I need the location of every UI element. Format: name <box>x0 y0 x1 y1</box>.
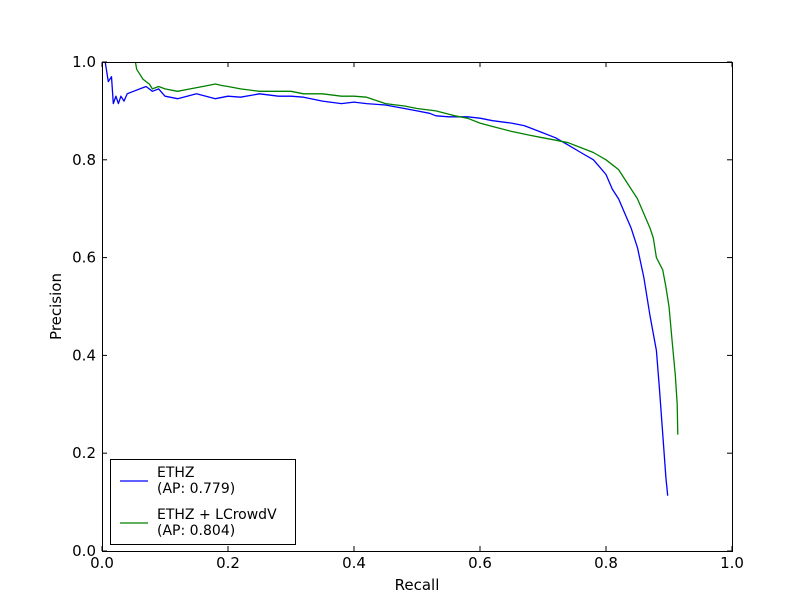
x-tick-label: 0.8 <box>594 554 618 572</box>
legend-box <box>110 459 296 545</box>
y-axis-label: Precision <box>47 273 65 340</box>
x-tick-label: 0.4 <box>342 554 366 572</box>
y-tick-label: 0.4 <box>72 346 96 364</box>
x-tick-label: 0.6 <box>468 554 492 572</box>
legend-label: ETHZ <box>157 465 195 481</box>
legend: ETHZ(AP: 0.779) ETHZ + LCrowdV(AP: 0.804) <box>110 459 296 545</box>
series-line-2 <box>134 61 679 435</box>
series-layer <box>104 61 679 496</box>
legend-label: (AP: 0.779) <box>157 481 235 497</box>
y-tick-label: 0.8 <box>72 151 96 169</box>
x-tick-label: 0.2 <box>216 554 240 572</box>
y-tick-label: 0.6 <box>72 249 96 267</box>
series-line-1 <box>104 61 669 496</box>
x-axis-label: Recall <box>395 576 440 594</box>
y-tick-label: 0.0 <box>72 542 96 560</box>
y-tick-label: 1.0 <box>72 53 96 71</box>
legend-label: ETHZ + LCrowdV <box>157 507 277 523</box>
plot-frame <box>102 62 733 552</box>
x-tick-label: 1.0 <box>720 554 744 572</box>
y-tick-label: 0.2 <box>72 444 96 462</box>
x-tick-label: 0.0 <box>90 554 114 572</box>
ticks-layer: 0.0 0.2 0.4 0.6 0.8 1.0 0.0 0.2 0.4 0.6 0.8 1.0 <box>72 53 744 572</box>
legend-label: (AP: 0.804) <box>157 523 235 539</box>
